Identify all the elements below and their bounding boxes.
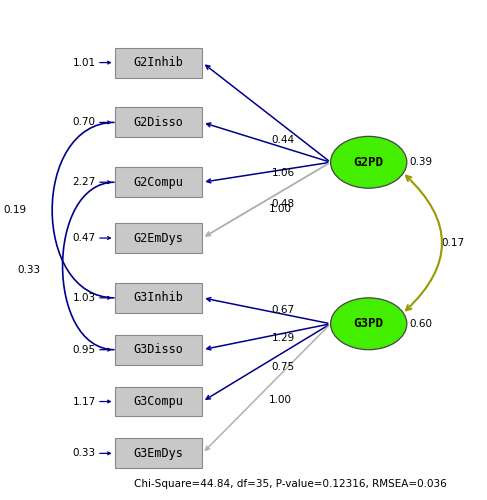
Text: 0.75: 0.75 [272, 362, 295, 372]
Text: 1.00: 1.00 [269, 204, 292, 214]
FancyBboxPatch shape [114, 283, 202, 313]
Text: 1.01: 1.01 [73, 58, 95, 68]
Text: 0.67: 0.67 [272, 304, 295, 314]
Text: G3Compu: G3Compu [133, 395, 184, 408]
FancyBboxPatch shape [114, 48, 202, 78]
Text: 1.17: 1.17 [73, 396, 95, 406]
Text: G3Disso: G3Disso [133, 343, 184, 356]
FancyBboxPatch shape [114, 168, 202, 197]
Ellipse shape [331, 298, 407, 350]
Text: G2PD: G2PD [354, 156, 384, 169]
Text: 0.47: 0.47 [73, 233, 95, 243]
Text: G3EmDys: G3EmDys [133, 447, 184, 460]
Text: G2Inhib: G2Inhib [133, 56, 184, 69]
Text: G3PD: G3PD [354, 318, 384, 330]
Text: 2.27: 2.27 [73, 177, 95, 187]
Text: 1.00: 1.00 [269, 395, 292, 405]
Text: 0.70: 0.70 [73, 118, 95, 128]
Text: 1.06: 1.06 [272, 168, 295, 178]
Ellipse shape [331, 136, 407, 188]
Text: 0.33: 0.33 [18, 265, 40, 275]
Text: 0.60: 0.60 [409, 319, 432, 329]
Text: G2Compu: G2Compu [133, 176, 184, 188]
Text: 1.03: 1.03 [73, 293, 95, 303]
Text: G3Inhib: G3Inhib [133, 292, 184, 304]
Text: 0.39: 0.39 [409, 158, 432, 168]
FancyBboxPatch shape [114, 438, 202, 468]
Text: G2EmDys: G2EmDys [133, 232, 184, 244]
Text: G2Disso: G2Disso [133, 116, 184, 129]
Text: 0.44: 0.44 [272, 136, 295, 145]
FancyBboxPatch shape [114, 108, 202, 138]
Text: 0.33: 0.33 [73, 448, 95, 458]
Text: 1.29: 1.29 [272, 333, 295, 343]
Text: Chi-Square=44.84, df=35, P-value=0.12316, RMSEA=0.036: Chi-Square=44.84, df=35, P-value=0.12316… [134, 479, 447, 489]
Text: 0.19: 0.19 [3, 205, 27, 215]
Text: 0.95: 0.95 [73, 344, 95, 354]
FancyBboxPatch shape [114, 386, 202, 416]
FancyBboxPatch shape [114, 223, 202, 253]
FancyBboxPatch shape [114, 334, 202, 364]
FancyArrowPatch shape [406, 176, 442, 310]
Text: 0.17: 0.17 [442, 238, 465, 248]
Text: 0.48: 0.48 [272, 199, 295, 209]
